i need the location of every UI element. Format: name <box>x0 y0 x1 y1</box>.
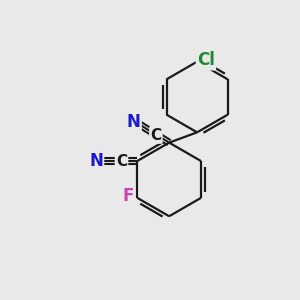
Text: N: N <box>89 152 103 170</box>
Text: C: C <box>150 128 161 142</box>
Text: N: N <box>127 113 140 131</box>
Text: F: F <box>123 188 134 206</box>
Text: Cl: Cl <box>197 51 215 69</box>
Text: C: C <box>116 154 127 169</box>
